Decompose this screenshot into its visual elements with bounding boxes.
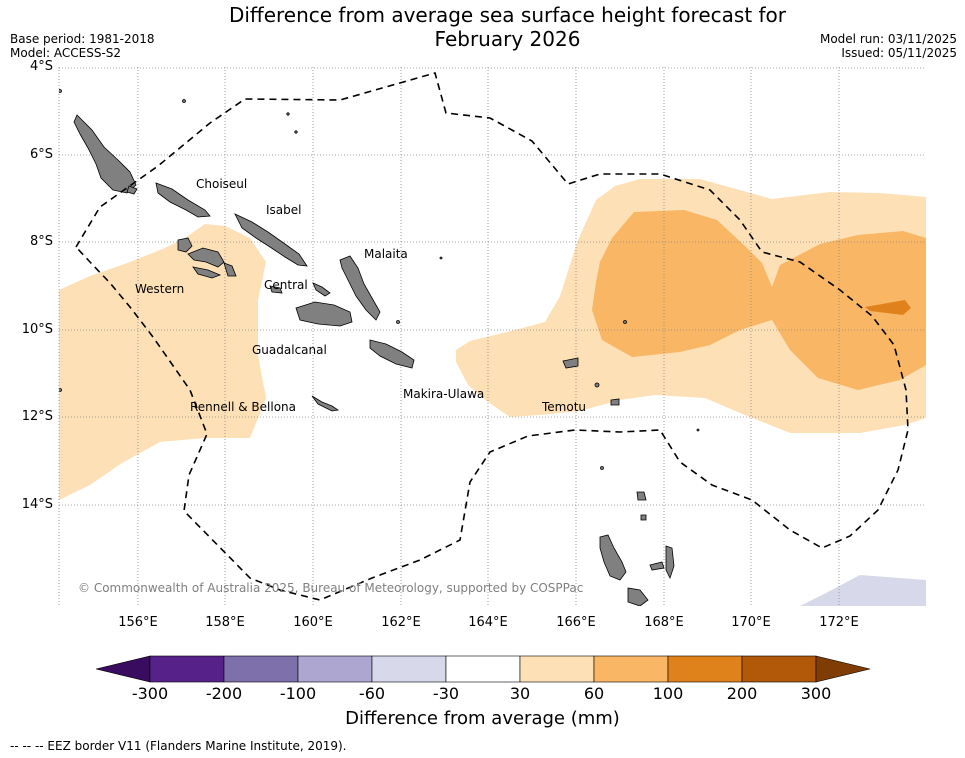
small-island (594, 382, 600, 388)
graticule (59, 67, 926, 606)
santa-cruz-island (562, 357, 579, 369)
colorbar-segment (445, 655, 521, 683)
lon-label: 156°E (118, 615, 158, 630)
province-label: Western (135, 282, 184, 296)
colorbar-label: Difference from average (mm) (345, 708, 620, 729)
colorbar (95, 655, 871, 683)
lon-label: 164°E (468, 615, 508, 630)
issued-date: Issued: 05/11/2025 (841, 46, 957, 60)
vella-lavella-island (192, 266, 222, 279)
colorbar-segment (741, 655, 817, 683)
espiritu-santo-island (599, 534, 627, 581)
small-island (59, 388, 62, 392)
lon-label: 168°E (644, 615, 684, 630)
colorbar-tick: 60 (583, 684, 605, 703)
lon-label: 160°E (293, 615, 333, 630)
colorbar-segment (667, 655, 743, 683)
small-island (600, 466, 604, 470)
anomaly-100-200 (865, 300, 911, 315)
province-label: Central (264, 278, 308, 292)
lon-label: 166°E (556, 615, 596, 630)
makira-island (369, 339, 415, 369)
colorbar-segment (223, 655, 299, 683)
ranongga-island (223, 262, 237, 277)
province-label: Rennell & Bellona (190, 400, 296, 414)
colorbar-segment (593, 655, 669, 683)
eez-border (75, 72, 909, 601)
torres-island (640, 514, 647, 521)
small-island (696, 428, 700, 432)
colorbar-segment (371, 655, 447, 683)
title-line-2: February 2026 (434, 27, 581, 51)
meta-right: Model run: 03/11/2025 Issued: 05/11/2025 (820, 32, 957, 60)
lon-label: 162°E (381, 615, 421, 630)
title-line-1: Difference from average sea surface heig… (228, 3, 787, 27)
model-name: Model: ACCESS-S2 (10, 46, 122, 60)
isabel-island (234, 213, 308, 267)
province-label: Malaita (364, 247, 408, 261)
small-island (396, 320, 400, 324)
malaita-island (339, 255, 381, 321)
small-island (286, 112, 290, 116)
colorbar-tick: -200 (205, 684, 243, 703)
small-island (182, 99, 186, 103)
lon-label: 158°E (205, 615, 245, 630)
anomaly-neg30-neg60 (800, 575, 926, 606)
lat-label: 12°S (21, 409, 53, 424)
eez-legend: -- -- -- EEZ border V11 (Flanders Marine… (10, 739, 347, 753)
province-label: Choiseul (196, 177, 247, 191)
colorbar-tick: -100 (279, 684, 317, 703)
colorbar-tick: -30 (432, 684, 460, 703)
land (59, 89, 700, 606)
russell-islands (269, 285, 283, 294)
lon-label: 172°E (819, 615, 859, 630)
province-label: Makira-Ulawa (403, 387, 484, 401)
colorbar-segment (149, 655, 225, 683)
malekula-island (627, 587, 649, 606)
lat-label: 8°S (29, 234, 53, 249)
small-island (59, 89, 62, 93)
lat-label: 4°S (29, 59, 53, 74)
guadalcanal-island (295, 301, 353, 327)
colorbar-tick: 200 (726, 684, 758, 703)
lat-label: 10°S (21, 322, 53, 337)
small-island (294, 130, 298, 134)
colorbar-over-arrow (815, 655, 871, 683)
copyright-notice: © Commonwealth of Australia 2025, Bureau… (78, 581, 583, 595)
western-islands (177, 237, 193, 253)
bougainville-island (73, 114, 137, 194)
colorbar-tick: -60 (358, 684, 386, 703)
lon-label: 170°E (731, 615, 771, 630)
vanikoro-island (610, 398, 620, 406)
new-georgia-island (187, 247, 225, 268)
anomaly-30-60-west (59, 224, 266, 500)
anomaly-60-100 (592, 210, 926, 390)
colorbar-under-arrow (95, 655, 151, 683)
meta-left: Base period: 1981-2018 Model: ACCESS-S2 (10, 32, 155, 60)
lat-label: 6°S (29, 147, 53, 162)
choiseul-island (155, 182, 211, 218)
colorbar-tick: 300 (800, 684, 832, 703)
colorbar-tick: 30 (509, 684, 531, 703)
florida-islands (312, 282, 331, 297)
small-island (439, 256, 443, 260)
model-run: Model run: 03/11/2025 (819, 32, 957, 46)
maewo-island (665, 545, 675, 580)
province-label: Guadalcanal (252, 343, 327, 357)
map-title: Difference from average sea surface heig… (0, 3, 965, 51)
lat-label: 14°S (21, 497, 53, 512)
province-label: Isabel (266, 203, 301, 217)
banks-island (636, 491, 647, 501)
rennell-island (311, 395, 340, 412)
colorbar-segment (297, 655, 373, 683)
province-label: Temotu (541, 400, 586, 414)
small-island (623, 320, 627, 324)
ambae-island (649, 561, 665, 571)
colorbar-tick: 100 (652, 684, 684, 703)
colorbar-tick: -300 (131, 684, 169, 703)
shortland-island (126, 185, 138, 195)
colorbar-segment (519, 655, 595, 683)
base-period: Base period: 1981-2018 (10, 32, 155, 46)
